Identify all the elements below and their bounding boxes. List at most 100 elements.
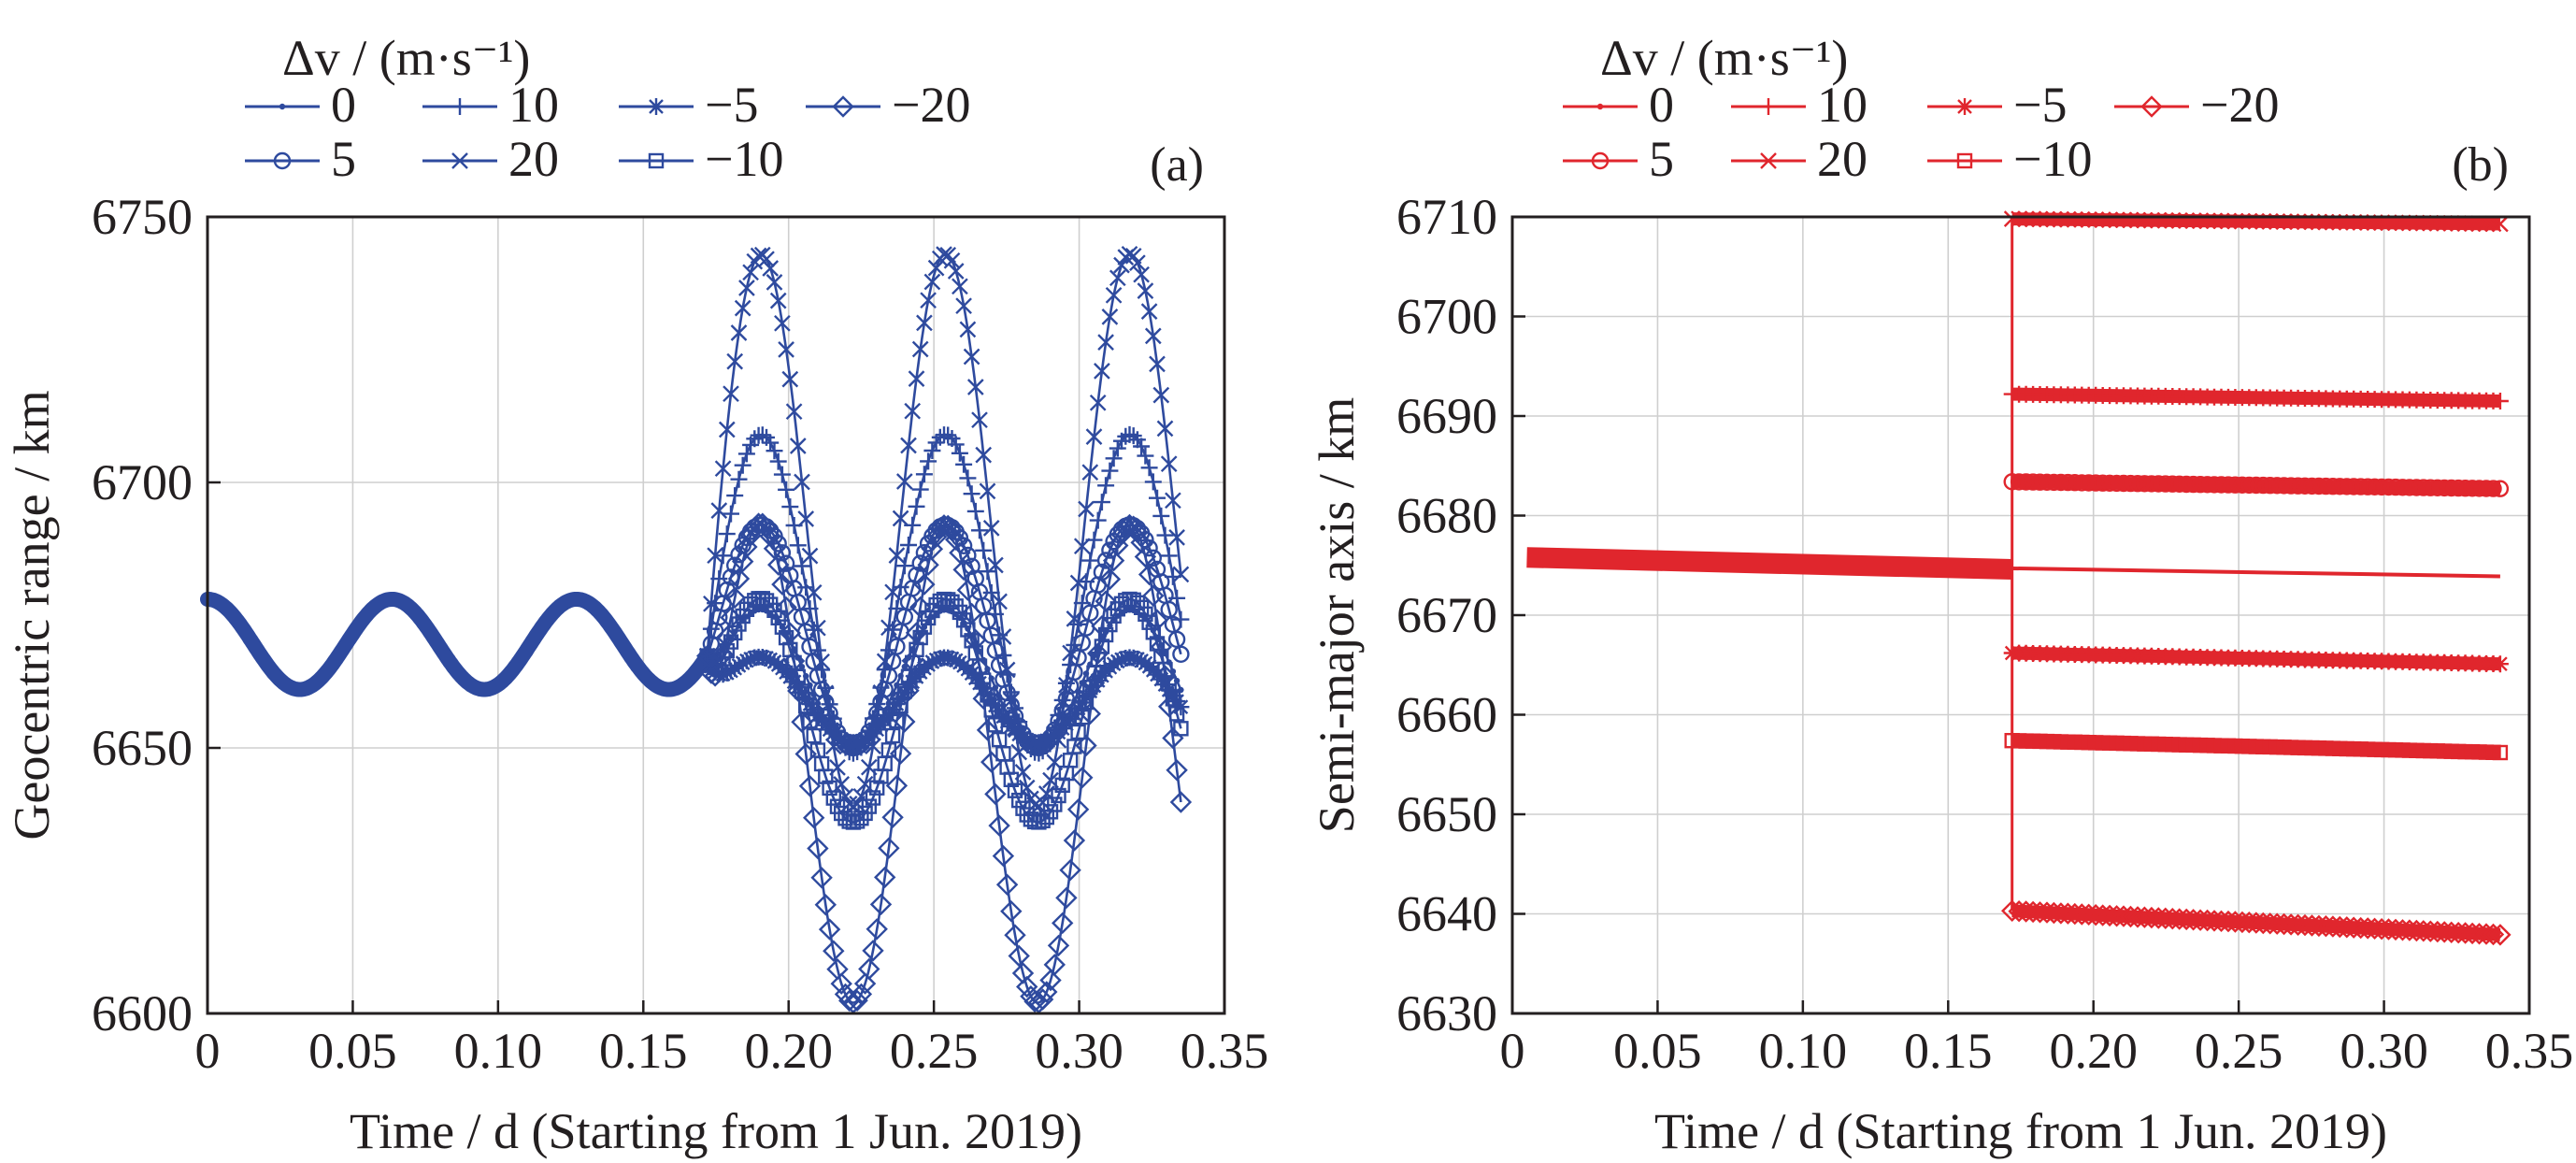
data-point-diamond <box>2070 903 2093 926</box>
data-point-asterisk <box>947 652 965 669</box>
data-point-x <box>2478 215 2495 233</box>
panel-b-series <box>1526 210 2512 946</box>
data-point-plus <box>762 434 780 452</box>
panel-b-legend-title: Δv / (m·s⁻¹) <box>1600 30 1848 86</box>
legend-label: −10 <box>2013 131 2092 187</box>
data-point-x <box>959 321 977 338</box>
data-point-diamond <box>1008 944 1030 968</box>
data-point-x <box>778 341 794 358</box>
panel-a-legend: Δv / (m·s⁻¹) 0 10 −5 −20 5 20 −10 <box>245 30 970 187</box>
data-point-plus <box>979 563 996 581</box>
y-tick-label: 6690 <box>1396 388 1497 444</box>
data-point-diamond <box>858 957 880 981</box>
data-point-diamond <box>2391 919 2414 941</box>
data-point-asterisk <box>734 654 751 672</box>
data-point-diamond <box>913 573 936 596</box>
data-point-plus <box>1128 431 1146 449</box>
data-point-square <box>1051 787 1066 804</box>
data-point-diamond <box>1138 563 1161 586</box>
data-point-plus <box>714 547 732 565</box>
data-point-x <box>718 421 736 438</box>
data-point-diamond <box>711 643 735 667</box>
data-point-diamond <box>2426 920 2449 943</box>
data-point-diamond <box>2238 912 2260 934</box>
data-point-plus <box>915 466 933 483</box>
data-point-diamond <box>2036 901 2058 924</box>
data-point-plus <box>1160 547 1178 565</box>
data-point-x <box>987 556 1004 574</box>
data-point-asterisk <box>2491 655 2509 673</box>
data-point-x <box>2456 215 2474 232</box>
data-point-asterisk <box>718 664 736 682</box>
y-tick-label: 6680 <box>1396 488 1497 544</box>
data-point-x <box>2073 211 2091 228</box>
legend-label: 20 <box>1817 131 1868 187</box>
data-point-plus <box>2491 393 2509 409</box>
legend-marker-dot <box>279 103 286 110</box>
data-point-asterisk <box>837 732 854 750</box>
legend-label: 10 <box>508 77 559 133</box>
data-point-x <box>2150 211 2168 229</box>
data-point-x <box>813 653 830 670</box>
x-tick-label: 0.15 <box>1904 1023 1993 1079</box>
data-point-asterisk <box>1069 699 1087 717</box>
series-diamond <box>2001 899 2512 946</box>
data-point-diamond <box>818 918 841 940</box>
data-point-diamond <box>720 606 742 629</box>
data-point-diamond <box>2454 922 2477 944</box>
series-plus <box>2003 385 2509 409</box>
data-point-square <box>884 727 901 744</box>
data-point-plus <box>995 647 1012 664</box>
data-point-plus <box>931 428 949 446</box>
data-point-diamond <box>1071 767 1094 789</box>
data-point-x <box>2492 215 2509 233</box>
data-point-diamond <box>810 867 833 889</box>
data-point-x <box>1058 676 1075 694</box>
legend-marker-diamond <box>2140 95 2163 118</box>
data-point-diamond <box>853 972 877 995</box>
data-point-diamond <box>976 719 999 741</box>
data-point-plus <box>1124 427 1142 445</box>
data-point-diamond <box>988 814 1010 837</box>
data-point-diamond <box>2161 908 2183 930</box>
data-point-diamond <box>723 586 746 609</box>
data-point-diamond <box>2461 922 2483 945</box>
data-point-x <box>1069 574 1087 592</box>
legend-label: −20 <box>892 77 970 133</box>
data-point-diamond <box>2056 902 2080 925</box>
data-point-square <box>1047 797 1063 812</box>
panel-b-xlabel: Time / d (Starting from 1 Jun. 2019) <box>1654 1103 2387 1159</box>
data-point-x <box>774 314 791 332</box>
data-point-x <box>1165 492 1181 510</box>
data-point-x <box>726 352 744 370</box>
data-point-plus <box>778 481 795 498</box>
data-point-x <box>1073 538 1091 555</box>
data-point-square <box>1023 811 1039 827</box>
data-point-square <box>1173 721 1189 737</box>
data-point-diamond <box>2105 905 2128 927</box>
data-point-diamond <box>2064 902 2086 926</box>
data-point-x <box>1078 500 1095 518</box>
legend-label: −5 <box>2013 77 2067 133</box>
data-point-square <box>1082 680 1098 696</box>
data-point-x <box>1137 282 1154 299</box>
data-point-asterisk <box>805 701 823 719</box>
data-point-square <box>1007 783 1023 798</box>
data-point-diamond <box>984 783 1007 806</box>
legend-label: 10 <box>1817 77 1868 133</box>
data-point-diamond <box>921 538 944 560</box>
data-point-x <box>911 340 929 358</box>
data-point-diamond <box>2084 904 2107 926</box>
data-point-plus <box>746 430 764 448</box>
data-point-x <box>880 619 897 637</box>
data-point-x <box>1133 266 1150 283</box>
data-point-x <box>1172 566 1190 583</box>
data-point-diamond <box>881 806 904 828</box>
data-point-diamond <box>2119 905 2142 928</box>
panel-a-label: (a) <box>1150 138 1204 192</box>
data-point-x <box>998 661 1016 679</box>
series-dot <box>2011 566 2500 579</box>
data-point-plus <box>730 470 748 488</box>
data-point-square <box>822 780 837 797</box>
data-point-plus <box>1097 477 1115 495</box>
